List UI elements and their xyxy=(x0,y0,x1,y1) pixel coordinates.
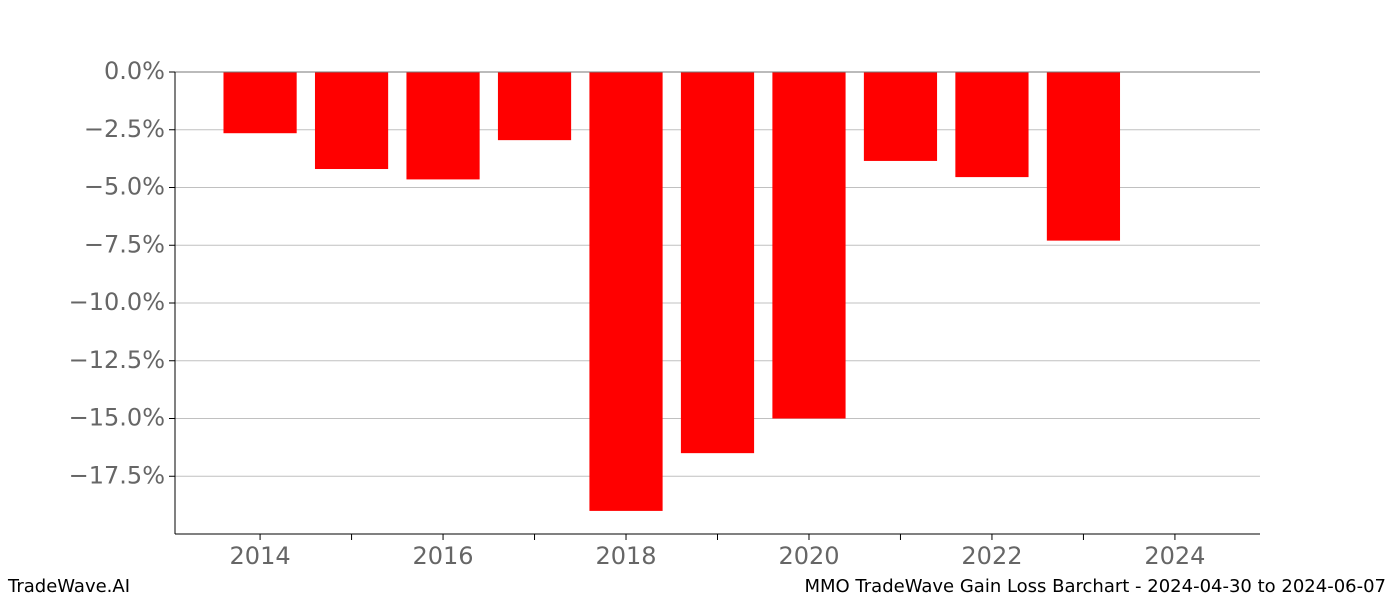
bar xyxy=(955,72,1029,178)
bar xyxy=(223,72,297,134)
x-tick-label: 2014 xyxy=(230,542,291,570)
x-tick-label: 2016 xyxy=(413,542,474,570)
bar xyxy=(497,72,572,141)
bar xyxy=(772,72,846,419)
bar xyxy=(863,72,938,161)
y-tick-label: −7.5% xyxy=(84,230,165,258)
bar xyxy=(1046,72,1121,241)
bar xyxy=(680,72,755,454)
x-tick-label: 2018 xyxy=(595,542,656,570)
y-tick-label: −12.5% xyxy=(69,346,165,374)
y-tick-label: −10.0% xyxy=(69,288,165,316)
bar xyxy=(406,72,480,180)
y-tick-label: −17.5% xyxy=(69,461,165,489)
y-tick-label: −2.5% xyxy=(84,115,165,143)
footer-right: MMO TradeWave Gain Loss Barchart - 2024-… xyxy=(804,576,1386,597)
y-tick-label: 0.0% xyxy=(104,57,165,85)
x-tick-label: 2020 xyxy=(778,542,839,570)
footer-left: TradeWave.AI xyxy=(7,576,130,597)
x-tick-label: 2024 xyxy=(1144,542,1205,570)
x-tick-label: 2022 xyxy=(961,542,1022,570)
bar xyxy=(314,72,389,170)
y-tick-label: −15.0% xyxy=(69,404,165,432)
bar xyxy=(589,72,663,511)
y-tick-label: −5.0% xyxy=(84,173,165,201)
